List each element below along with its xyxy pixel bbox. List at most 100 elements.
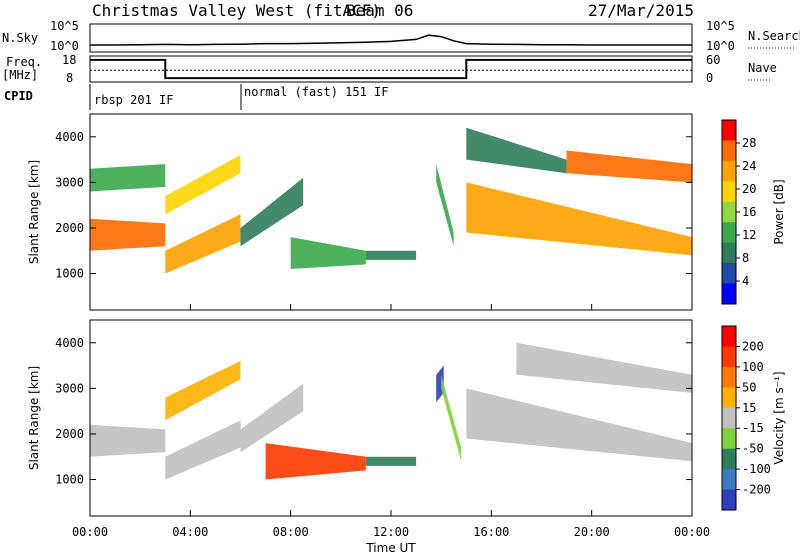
cpid-label: CPID xyxy=(4,89,33,103)
colorbar-swatch-3 xyxy=(722,387,736,409)
colorbar-tick-label-2: 12 xyxy=(742,228,756,242)
data-band-1 xyxy=(90,164,166,192)
velocity-panel: Slant Range [km] 1000 2000 3000 4000 200 100… xyxy=(27,319,786,517)
power-ylabel: Slant Range [km] xyxy=(27,160,41,264)
data-band-3 xyxy=(240,383,304,453)
colorbar-swatch-1 xyxy=(722,140,736,162)
x-tick-label-2: 08:00 xyxy=(273,525,309,539)
y-tick-label-0: 1000 xyxy=(55,267,84,281)
noise-right-tick-top: 10^5 xyxy=(706,19,735,33)
data-band-6 xyxy=(365,250,417,260)
colorbar-tick-label-3: 16 xyxy=(742,205,756,219)
colorbar-tick-label-0: 4 xyxy=(742,274,749,288)
colorbar-swatch-3 xyxy=(722,181,736,203)
noise-sky-line xyxy=(90,34,692,46)
colorbar-tick-label-7: -200 xyxy=(742,483,771,497)
x-axis-ticks: 00:00 04:00 08:00 12:00 16:00 20:00 00:00 xyxy=(72,304,710,539)
colorbar-swatch-0 xyxy=(722,326,736,347)
data-band-7 xyxy=(441,374,462,462)
colorbar-tick-label-0: 200 xyxy=(742,339,764,353)
nave-tick-bottom: 0 xyxy=(706,71,713,85)
data-band-4 xyxy=(265,443,366,480)
colorbar-swatch-5 xyxy=(722,222,736,244)
cpid-entry-1: normal (fast) 151 IF xyxy=(244,85,389,99)
data-band-2 xyxy=(165,214,241,274)
colorbar-tick-label-3: 15 xyxy=(742,401,756,415)
colorbar-tick-label-1: 8 xyxy=(742,251,749,265)
data-band-2 xyxy=(165,361,241,421)
velocity-ylabel: Slant Range [km] xyxy=(27,366,41,470)
colorbar-swatch-6 xyxy=(722,242,736,264)
frequency-line xyxy=(90,58,692,80)
colorbar-swatch-5 xyxy=(722,428,736,450)
y-tick-label-1: 2000 xyxy=(55,221,84,235)
colorbar-swatch-4 xyxy=(722,407,736,429)
date-label: 27/Mar/2015 xyxy=(588,1,694,20)
nave-label: Nave xyxy=(748,61,777,75)
data-band-7 xyxy=(436,164,454,247)
x-tick-label-6: 00:00 xyxy=(674,525,710,539)
colorbar-tick-label-5: -50 xyxy=(742,442,764,456)
nave-tick-top: 60 xyxy=(706,53,720,67)
data-band-1 xyxy=(165,420,241,480)
colorbar-tick-label-4: -15 xyxy=(742,421,764,435)
freq-tick-top: 18 xyxy=(62,53,76,67)
colorbar-swatch-2 xyxy=(722,366,736,388)
power-data-marks xyxy=(90,127,692,274)
y-tick-label-3: 4000 xyxy=(55,336,84,350)
y-tick-label-1: 2000 xyxy=(55,427,84,441)
data-band-0 xyxy=(90,424,166,457)
noise-right-label: N.Search xyxy=(748,29,800,43)
power-colorbar-label: Power [dB] xyxy=(772,179,786,244)
colorbar-tick-label-1: 100 xyxy=(742,360,764,374)
data-band-5 xyxy=(365,456,417,466)
cpid-entry-0: rbsp 201 IF xyxy=(94,93,173,107)
data-band-6 xyxy=(436,365,444,402)
x-tick-label-4: 16:00 xyxy=(473,525,509,539)
data-band-8 xyxy=(466,182,692,256)
colorbar-swatch-8 xyxy=(722,283,736,305)
y-tick-label-2: 3000 xyxy=(55,381,84,395)
colorbar-tick-label-6: 28 xyxy=(742,136,756,150)
data-band-8 xyxy=(466,388,692,462)
colorbar-swatch-7 xyxy=(722,469,736,491)
colorbar-tick-label-5: 24 xyxy=(742,159,756,173)
noise-panel: N.Sky 10^5 10^0 10^5 10^0 N.Search xyxy=(2,19,800,53)
beam-label: Beam 06 xyxy=(346,1,413,20)
noise-left-tick-top: 10^5 xyxy=(50,19,79,33)
y-tick-label-0: 1000 xyxy=(55,473,84,487)
power-colorbar: 4 8 12 16 20 24 28 xyxy=(721,119,756,305)
x-tick-label-0: 00:00 xyxy=(72,525,108,539)
noise-left-tick-bottom: 10^0 xyxy=(50,39,79,53)
colorbar-swatch-7 xyxy=(722,263,736,285)
y-tick-label-3: 4000 xyxy=(55,130,84,144)
freq-tick-bottom: 8 xyxy=(66,71,73,85)
data-band-4 xyxy=(240,177,304,247)
colorbar-swatch-1 xyxy=(722,346,736,368)
power-yticks: 1000 2000 3000 4000 xyxy=(55,130,692,281)
colorbar-swatch-8 xyxy=(722,489,736,511)
colorbar-swatch-2 xyxy=(722,160,736,182)
x-axis-label: Time UT xyxy=(365,541,416,554)
colorbar-swatch-0 xyxy=(722,120,736,141)
station-title: Christmas Valley West (fitACF) xyxy=(92,1,381,20)
x-tick-label-3: 12:00 xyxy=(373,525,409,539)
cpid-panel: CPID rbsp 201 IF normal (fast) 151 IF xyxy=(4,84,389,110)
data-band-5 xyxy=(290,237,366,269)
x-tick-label-5: 20:00 xyxy=(574,525,610,539)
data-band-9 xyxy=(466,127,567,174)
data-band-3 xyxy=(165,155,241,215)
data-band-0 xyxy=(90,218,166,251)
data-band-9 xyxy=(516,342,692,393)
noise-right-tick-bottom: 10^0 xyxy=(706,39,735,53)
frequency-panel: Freq. [MHz] 18 8 60 0 Nave xyxy=(2,53,777,85)
colorbar-tick-label-4: 20 xyxy=(742,182,756,196)
velocity-data-marks xyxy=(90,342,692,480)
data-band-10 xyxy=(566,150,692,183)
colorbar-tick-label-2: 50 xyxy=(742,380,756,394)
power-panel: Slant Range [km] 1000 2000 3000 4000 4 8 12 16… xyxy=(27,113,786,311)
freq-label-2: [MHz] xyxy=(2,68,38,82)
velocity-yticks: 1000 2000 3000 4000 xyxy=(55,336,692,487)
colorbar-swatch-4 xyxy=(722,201,736,223)
